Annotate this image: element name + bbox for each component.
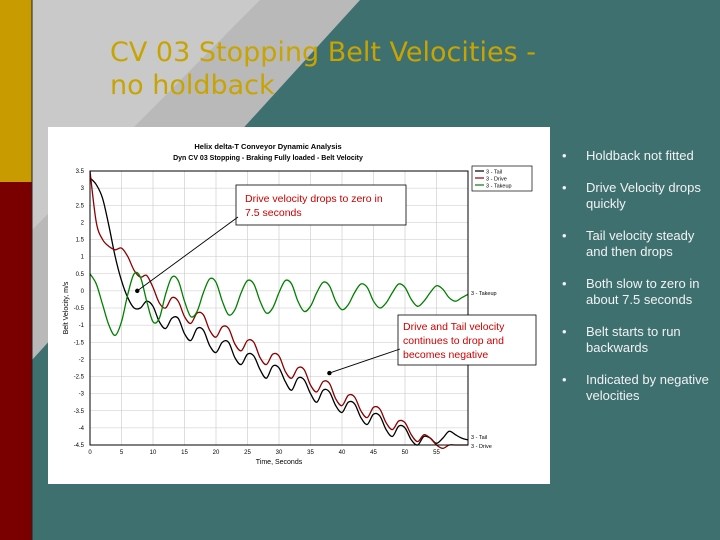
- y-tick-label: -3: [79, 392, 85, 398]
- y-tick-label: 2.5: [76, 203, 85, 209]
- belt-velocity-chart: Helix delta-T Conveyor Dynamic Analysis …: [63, 142, 537, 466]
- annotation-text-2c: becomes negative: [403, 349, 488, 361]
- y-tick-label: -0.5: [74, 306, 85, 312]
- x-tick-label: 20: [213, 450, 220, 456]
- annotation-box-1: [235, 184, 407, 226]
- gold-strip: [0, 0, 32, 182]
- y-tick-label: 3: [81, 186, 85, 192]
- chart-title: Helix delta-T Conveyor Dynamic Analysis: [194, 142, 341, 151]
- series-line-takeup: [89, 271, 469, 337]
- bullet-belt-runs-backwards: Belt starts to run backwards: [560, 324, 715, 356]
- chart-series: [89, 170, 469, 450]
- x-tick-label: 45: [370, 450, 377, 456]
- x-tick-label: 25: [244, 450, 251, 456]
- annotation-arrowhead-1: [135, 288, 140, 294]
- annotation-negative: Drive and Tail velocity continues to dro…: [327, 314, 537, 376]
- y-tick-label: -2: [79, 357, 85, 363]
- legend-entry-takeup: 3 - Takeup: [486, 184, 512, 190]
- annotation-box-2: [397, 314, 537, 366]
- annotation-drive-zero: Drive velocity drops to zero in 7.5 seco…: [135, 184, 407, 294]
- y-tick-label: -4: [79, 426, 85, 432]
- annotation-text-1b: 7.5 seconds: [245, 207, 302, 219]
- annotation-text-2b: continues to drop and: [403, 335, 504, 347]
- chart-panel: Helix delta-T Conveyor Dynamic Analysis …: [48, 127, 550, 484]
- chart-ticks: 0 5 10 15 20 25 30 35 40 45 50 55 3.5 3 2.5 2 1.5 1 0.5 0 -0…: [74, 169, 441, 456]
- x-axis-label: Time, Seconds: [256, 459, 303, 466]
- y-tick-label: 1.5: [76, 238, 85, 244]
- bullet-drive-velocity-drops: Drive Velocity drops quickly: [560, 180, 715, 212]
- x-tick-label: 30: [276, 450, 283, 456]
- x-tick-label: 5: [120, 450, 124, 456]
- y-tick-label: -3.5: [74, 409, 85, 415]
- x-tick-label: 50: [402, 450, 409, 456]
- bullet-tail-velocity-steady: Tail velocity steady and then drops: [560, 228, 715, 260]
- x-tick-label: 55: [433, 450, 440, 456]
- bullet-negative-velocities: Indicated by negative velocities: [560, 372, 715, 404]
- plot-frame: [89, 170, 469, 446]
- maroon-strip: [0, 182, 32, 540]
- end-label-takeup: 3 - Takeup: [471, 291, 497, 297]
- y-tick-label: 1: [81, 255, 85, 261]
- slide-title-line1: CV 03 Stopping Belt Velocities -: [110, 37, 536, 68]
- y-tick-label: -1: [79, 323, 85, 329]
- x-tick-label: 0: [88, 450, 92, 456]
- y-tick-label: -2.5: [74, 375, 85, 381]
- chart-legend: 3 - Tail 3 - Drive 3 - Takeup: [471, 165, 533, 192]
- bullet-holdback-not-fitted: Holdback not fitted: [560, 148, 715, 164]
- annotation-text-1a: Drive velocity drops to zero in: [245, 193, 383, 205]
- x-tick-label: 15: [181, 450, 188, 456]
- bullet-both-slow-to-zero: Both slow to zero in about 7.5 seconds: [560, 276, 715, 308]
- y-tick-label: -1.5: [74, 340, 85, 346]
- y-tick-label: 0: [81, 289, 85, 295]
- y-tick-label: 3.5: [76, 169, 85, 175]
- x-tick-label: 40: [339, 450, 346, 456]
- legend-entry-tail: 3 - Tail: [486, 170, 502, 176]
- y-axis-label: Belt Velocity, m/s: [63, 281, 70, 334]
- legend-entry-drive: 3 - Drive: [486, 177, 507, 183]
- end-label-tail: 3 - Tail: [471, 435, 487, 441]
- x-tick-label: 10: [150, 450, 157, 456]
- end-label-drive: 3 - Drive: [471, 444, 492, 450]
- chart-subtitle: Dyn CV 03 Stopping - Braking Fully loade…: [173, 155, 363, 162]
- series-line-tail: [89, 177, 469, 446]
- annotation-arrow-1: [136, 216, 239, 292]
- annotation-text-2a: Drive and Tail velocity: [403, 321, 505, 333]
- bullet-list: Holdback not fitted Drive Velocity drops…: [560, 148, 715, 420]
- series-line-drive: [89, 170, 468, 450]
- slide-title: CV 03 Stopping Belt Velocities - no hold…: [110, 36, 630, 102]
- x-tick-label: 35: [307, 450, 314, 456]
- slide-title-line2: no holdback: [110, 70, 275, 101]
- annotation-arrow-2: [329, 348, 401, 374]
- y-tick-label: 0.5: [76, 272, 85, 278]
- y-tick-label: 2: [81, 220, 85, 226]
- y-tick-label: -4.5: [74, 443, 85, 449]
- annotation-arrowhead-2: [327, 370, 332, 376]
